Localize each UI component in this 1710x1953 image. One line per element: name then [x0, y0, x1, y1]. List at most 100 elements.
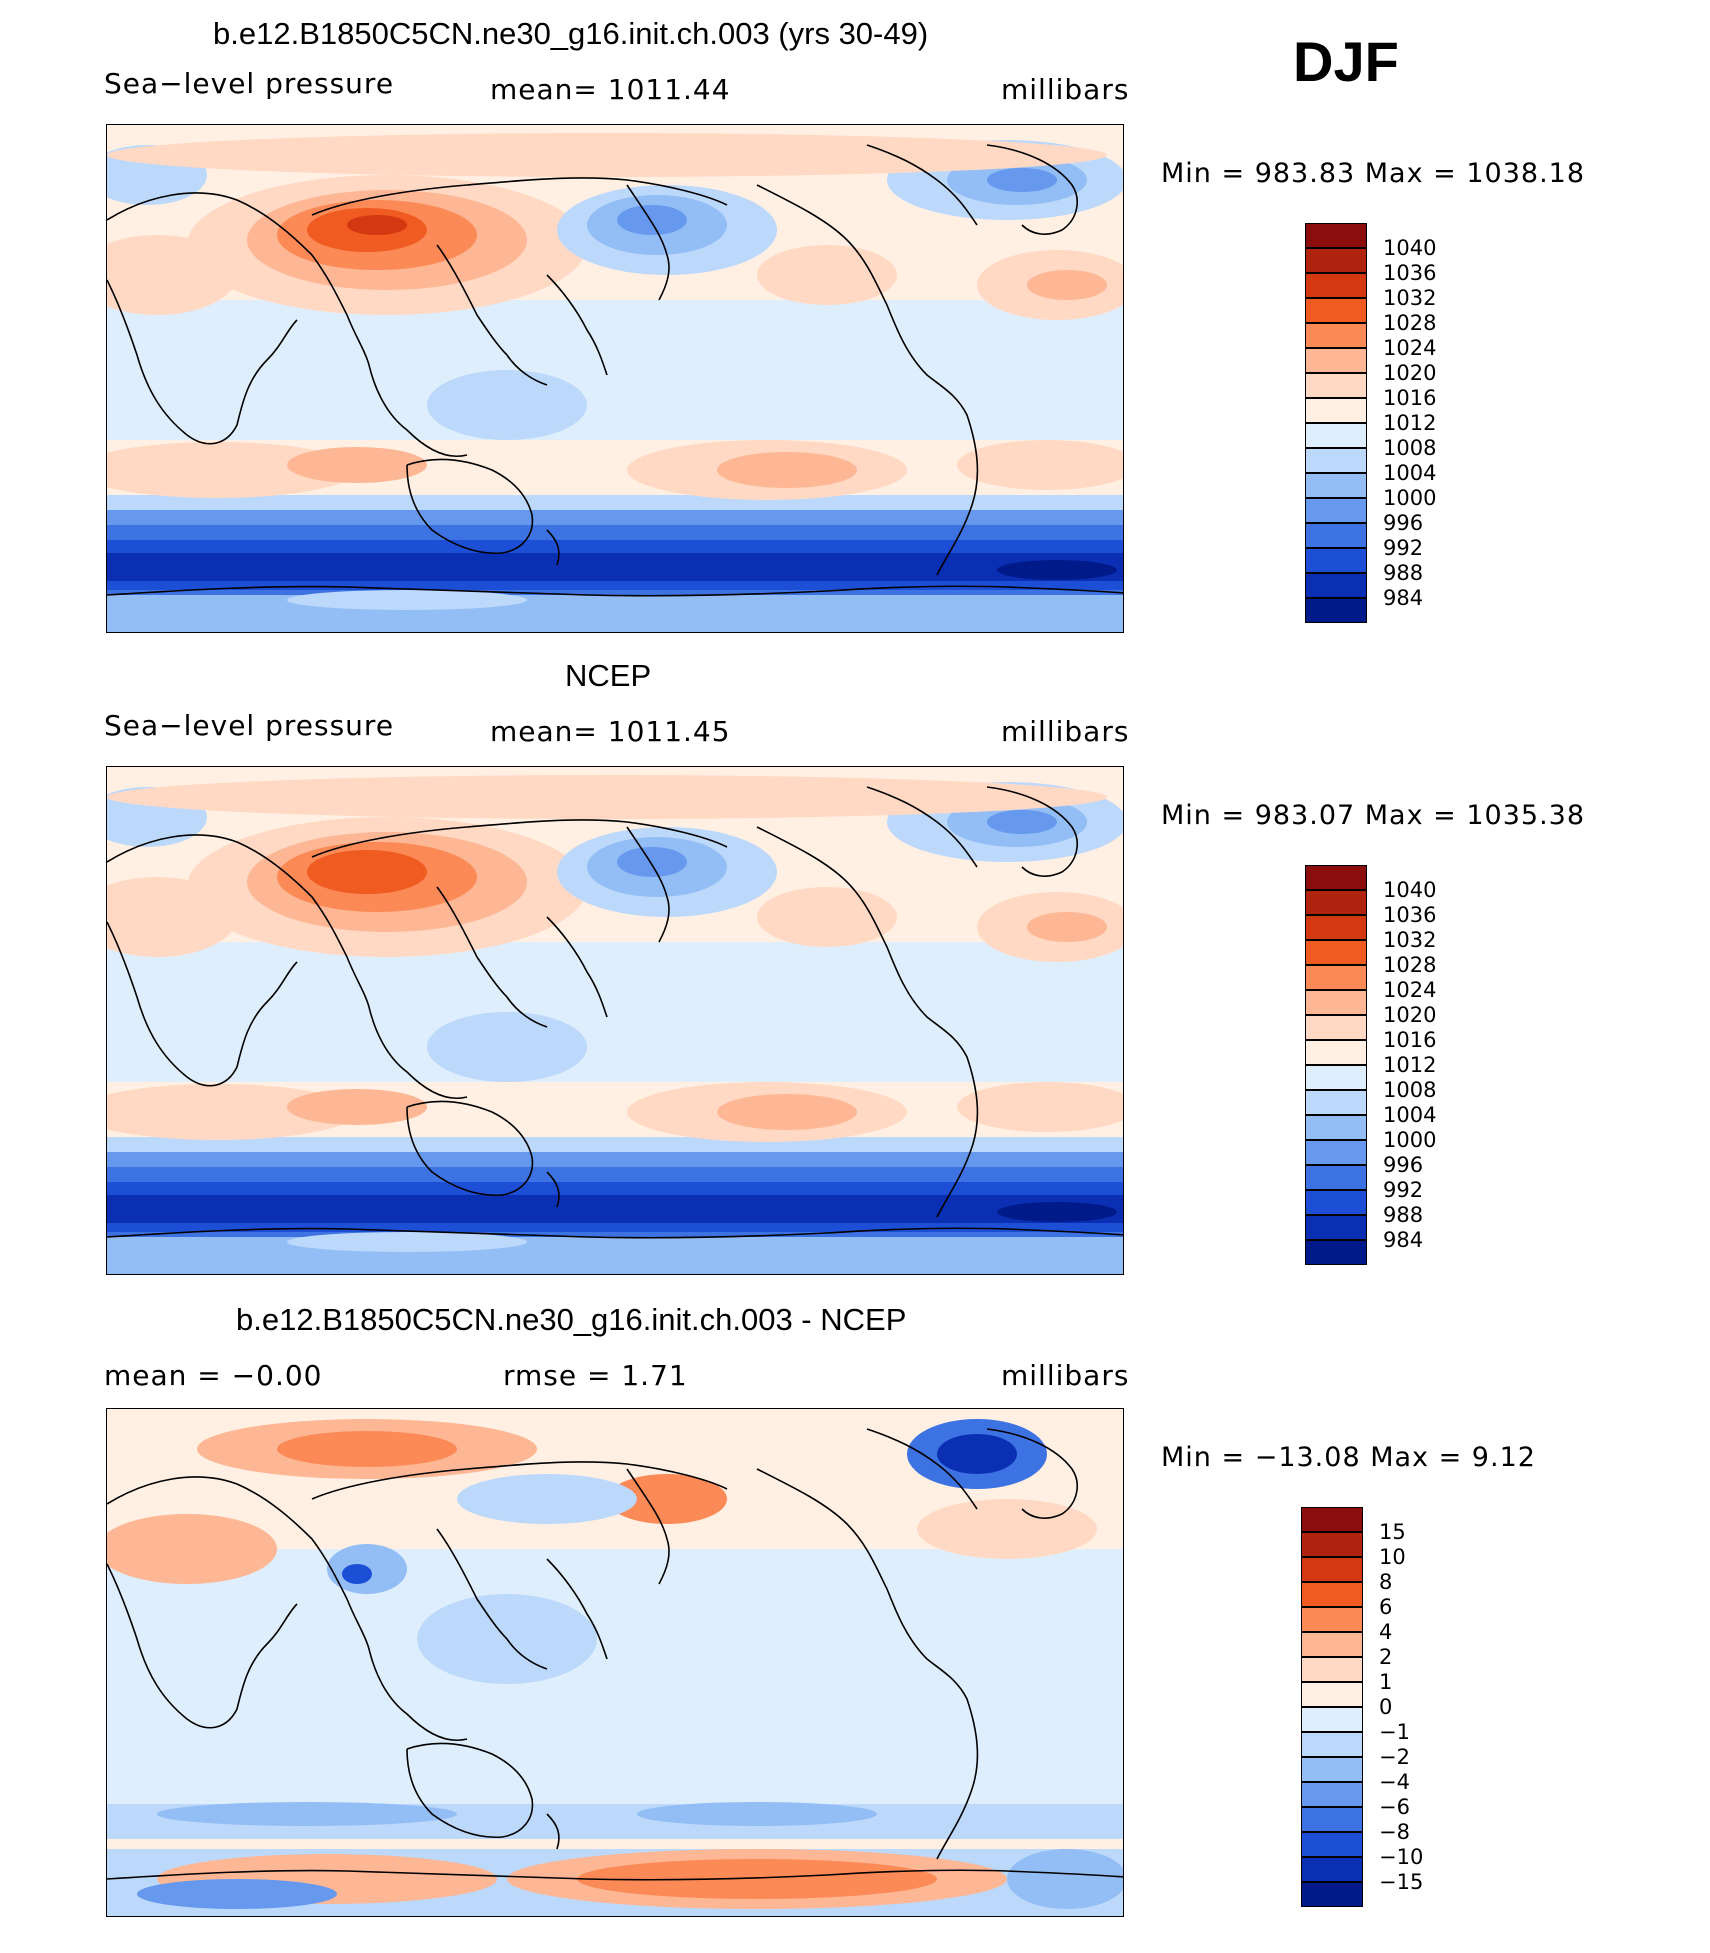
- colorbar-difference-label: 10: [1379, 1545, 1406, 1569]
- colorbar-ncep-label: 984: [1383, 1228, 1424, 1252]
- colorbar-model-swatch: [1305, 473, 1367, 498]
- field-contour: [957, 1082, 1123, 1132]
- colorbar-model-label: 1032: [1383, 286, 1437, 310]
- field-contour: [287, 590, 527, 610]
- colorbar-difference-swatch: [1301, 1532, 1363, 1557]
- colorbar-model-swatch: [1305, 423, 1367, 448]
- field-contour: [717, 452, 857, 488]
- panel3-mean: mean = −0.00: [104, 1359, 323, 1392]
- colorbar-model-swatch: [1305, 273, 1367, 298]
- field-band: [107, 553, 1123, 581]
- colorbar-difference-label: −15: [1379, 1870, 1424, 1894]
- coastline-segment: [107, 921, 298, 1087]
- coastline-segment: [756, 184, 979, 576]
- field-contour: [997, 560, 1117, 580]
- panel1-title: b.e12.B1850C5CN.ne30_g16.init.ch.003 (yr…: [213, 16, 929, 51]
- coastline-segment: [107, 1227, 1123, 1239]
- coastline-segment: [107, 834, 468, 1099]
- colorbar-model-label: 1008: [1383, 436, 1437, 460]
- colorbar-ncep-swatch: [1305, 1240, 1367, 1265]
- colorbar-difference-label: 8: [1379, 1570, 1393, 1594]
- colorbar-model-swatch: [1305, 323, 1367, 348]
- coastline-segment: [107, 1563, 298, 1729]
- field-contour: [607, 1474, 727, 1524]
- field-contour: [287, 1232, 527, 1252]
- coastline-segment: [546, 1171, 560, 1208]
- colorbar-difference-swatch: [1301, 1882, 1363, 1907]
- field-contour: [307, 850, 427, 894]
- colorbar-ncep-swatch: [1305, 1190, 1367, 1215]
- colorbar-ncep-swatch: [1305, 940, 1367, 965]
- colorbar-model-swatch: [1305, 573, 1367, 598]
- field-contour: [997, 1202, 1117, 1222]
- field-contour: [107, 442, 357, 498]
- colorbar-ncep-label: 1036: [1383, 903, 1437, 927]
- coastline-segment: [436, 886, 548, 1028]
- coastline-segment: [756, 826, 979, 1218]
- panel1-variable: Sea−level pressure: [104, 67, 395, 100]
- colorbar-ncep-label: 1040: [1383, 878, 1437, 902]
- colorbar-ncep-label: 996: [1383, 1153, 1424, 1177]
- colorbar-model-label: 1028: [1383, 311, 1437, 335]
- field-contour: [107, 877, 237, 957]
- coastline-segment: [546, 1813, 560, 1850]
- colorbar-model-swatch: [1305, 598, 1367, 623]
- colorbar-ncep-swatch: [1305, 1090, 1367, 1115]
- colorbar-difference-swatch: [1301, 1782, 1363, 1807]
- coastline-segment: [626, 826, 670, 943]
- colorbar-difference-swatch: [1301, 1732, 1363, 1757]
- colorbar-difference-swatch: [1301, 1632, 1363, 1657]
- field-contour: [287, 447, 427, 483]
- colorbar-ncep-swatch: [1305, 890, 1367, 915]
- colorbar-model-swatch: [1305, 248, 1367, 273]
- coastline-segment: [406, 1742, 534, 1839]
- colorbar-ncep-label: 992: [1383, 1178, 1424, 1202]
- colorbar-ncep-swatch: [1305, 915, 1367, 940]
- colorbar-difference-swatch: [1301, 1582, 1363, 1607]
- field-contour: [287, 1089, 427, 1125]
- colorbar-model-swatch: [1305, 298, 1367, 323]
- field-contour: [107, 235, 237, 315]
- field-contour: [347, 215, 407, 235]
- coastlines: [107, 786, 1123, 1239]
- colorbar-difference-swatch: [1301, 1507, 1363, 1532]
- colorbar-ncep-swatch: [1305, 1215, 1367, 1240]
- colorbar-difference-label: −4: [1379, 1770, 1410, 1794]
- field-contour: [427, 1012, 587, 1082]
- coastline-segment: [107, 1476, 468, 1741]
- panel3-units: millibars: [1001, 1359, 1130, 1392]
- panel2-title: NCEP: [565, 658, 652, 693]
- field-band: [107, 1195, 1123, 1223]
- map-panel-model: [106, 124, 1124, 633]
- field-contour: [987, 810, 1057, 834]
- colorbar-model-swatch: [1305, 373, 1367, 398]
- field-contour: [757, 887, 897, 947]
- colorbar-model-swatch: [1305, 223, 1367, 248]
- field-contour: [1007, 1849, 1123, 1909]
- field-contour: [107, 775, 1107, 819]
- coastline-segment: [436, 244, 548, 386]
- colorbar-ncep-swatch: [1305, 1040, 1367, 1065]
- field-contour: [107, 133, 1107, 177]
- field-contour: [717, 1094, 857, 1130]
- colorbar-ncep-label: 1004: [1383, 1103, 1437, 1127]
- colorbar-model-swatch: [1305, 498, 1367, 523]
- colorbar-model-label: 1000: [1383, 486, 1437, 510]
- panel1-units: millibars: [1001, 73, 1130, 106]
- coastline-segment: [107, 192, 468, 457]
- colorbar-ncep-label: 1024: [1383, 978, 1437, 1002]
- colorbar-difference-swatch: [1301, 1607, 1363, 1632]
- colorbar-difference-swatch: [1301, 1557, 1363, 1582]
- colorbar-ncep-label: 1012: [1383, 1053, 1437, 1077]
- field-band: [107, 1237, 1123, 1274]
- coastline-segment: [986, 144, 1078, 235]
- colorbar-difference-label: 4: [1379, 1620, 1393, 1644]
- field-contour: [1027, 912, 1107, 942]
- coastline-segment: [107, 279, 298, 445]
- field-band: [107, 1549, 1123, 1809]
- panel1-minmax: Min = 983.83 Max = 1038.18: [1161, 158, 1586, 189]
- colorbar-model-label: 984: [1383, 586, 1424, 610]
- field-contour: [957, 440, 1123, 490]
- colorbar-model-label: 992: [1383, 536, 1424, 560]
- coastline-segment: [546, 1558, 608, 1660]
